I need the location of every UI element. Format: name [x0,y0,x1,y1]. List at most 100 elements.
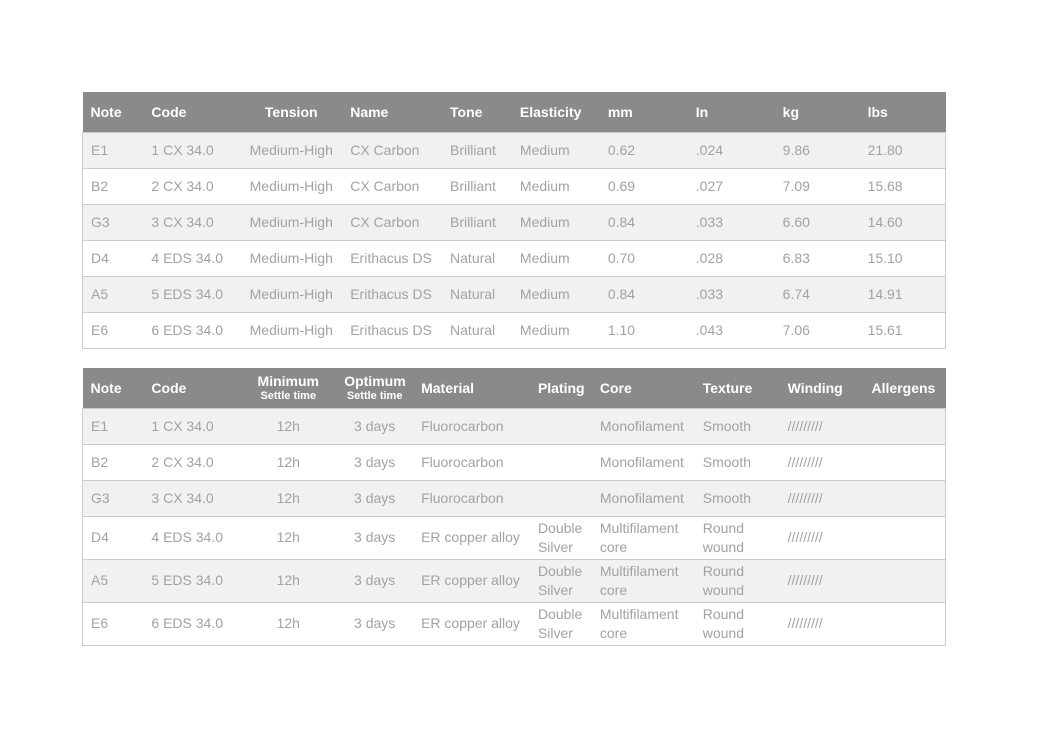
column-header-label: kg [782,103,799,120]
cell-in: .033 [687,275,775,313]
column-header-label: Elasticity [519,103,582,120]
table-row-a5: A5 5 EDS 34.0 Medium-High Erithacus DS Natur… [82,275,946,313]
table-row-g3: G3 3 CX 34.0 Medium-High CX Carbon Brilliant… [82,203,946,241]
column-header-code: Code [143,368,241,408]
cell-lbs: 15.68 [859,167,946,205]
cell-tone: Brilliant [442,167,512,205]
cell-winding: ///////// [779,515,864,560]
cell-mm: 0.69 [599,167,688,205]
string-care-table-section: Note Code Minimum Settle time Optimum Settle … [82,368,946,646]
table-row-b2: B2 2 CX 34.0 12h 3 days Fluorocarbon Monofila… [82,443,946,481]
cell-core: Monofilament [591,479,695,517]
cell-lbs: 15.10 [859,239,946,277]
cell-code: 6 EDS 34.0 [143,311,241,349]
cell-mm: 0.84 [599,203,688,241]
cell-texture: Round wound [694,515,780,560]
cell-allergens [863,407,946,445]
table-row-d4: D4 4 EDS 34.0 Medium-High Erithacus DS Natur… [82,239,946,277]
cell-kg: 7.09 [774,167,860,205]
column-header-label: Material [421,379,475,396]
cell-texture: Smooth [694,479,780,517]
column-header-sublabel: Settle time [346,390,403,403]
column-header-label: Core [599,379,632,396]
cell-material: ER copper alloy [413,515,530,560]
column-header-elasticity: Elasticity [511,92,600,132]
cell-minimum: 12h [240,479,337,517]
table-row-e6: E6 6 EDS 34.0 12h 3 days ER copper alloy Doub… [82,601,946,646]
cell-name: CX Carbon [342,167,443,205]
column-header-plating: Plating [529,368,592,408]
cell-tension: Medium-High [240,239,343,277]
cell-winding: ///////// [779,601,864,646]
cell-note: E6 [82,601,144,646]
cell-tension: Medium-High [240,131,343,169]
cell-plating: Double Silver [529,601,592,646]
column-header-lbs: lbs [859,92,946,132]
cell-note: E1 [82,131,144,169]
cell-material: Fluorocarbon [413,407,530,445]
cell-note: A5 [82,275,144,313]
cell-note: D4 [82,515,144,560]
cell-plating [529,407,592,445]
column-header-label: mm [607,103,633,120]
cell-allergens [863,443,946,481]
cell-plating [529,479,592,517]
cell-material: ER copper alloy [413,601,530,646]
column-header-label: Tone [450,103,483,120]
column-header-core: Core [591,368,695,408]
column-header-label: Code [151,379,187,396]
string-care-table: Note Code Minimum Settle time Optimum Settle … [82,368,946,646]
cell-elasticity: Medium [511,167,600,205]
cell-code: 2 CX 34.0 [143,167,241,205]
cell-code: 3 CX 34.0 [143,203,241,241]
column-header-mm: mm [599,92,688,132]
cell-optimum: 3 days [336,479,414,517]
cell-lbs: 15.61 [859,311,946,349]
cell-code: 6 EDS 34.0 [143,601,241,646]
cell-note: E1 [82,407,144,445]
cell-minimum: 12h [240,515,337,560]
cell-allergens [863,515,946,560]
column-header-label: Note [90,379,122,396]
cell-core: Monofilament [591,443,695,481]
cell-winding: ///////// [779,443,864,481]
column-header-minimum: Minimum Settle time [240,368,337,408]
cell-elasticity: Medium [511,203,600,241]
cell-lbs: 14.91 [859,275,946,313]
cell-tension: Medium-High [240,167,343,205]
cell-minimum: 12h [240,601,337,646]
cell-in: .027 [687,167,775,205]
column-header-note: Note [82,92,144,132]
cell-winding: ///////// [779,407,864,445]
cell-in: .033 [687,203,775,241]
cell-minimum: 12h [240,407,337,445]
column-header-name: Name [342,92,443,132]
column-header-in: In [687,92,775,132]
table-row-a5: A5 5 EDS 34.0 12h 3 days ER copper alloy Doub… [82,558,946,603]
cell-tone: Natural [442,275,512,313]
cell-optimum: 3 days [336,558,414,603]
cell-tone: Natural [442,239,512,277]
column-header-tension: Tension [240,92,343,132]
cell-elasticity: Medium [511,311,600,349]
cell-code: 3 CX 34.0 [143,479,241,517]
cell-kg: 9.86 [774,131,860,169]
cell-core: Multifilament core [591,601,695,646]
cell-note: G3 [82,479,144,517]
cell-code: 4 EDS 34.0 [143,515,241,560]
table-row-e1: E1 1 CX 34.0 12h 3 days Fluorocarbon Monofila… [82,407,946,445]
cell-tone: Brilliant [442,131,512,169]
cell-kg: 7.06 [774,311,860,349]
cell-plating: Double Silver [529,515,592,560]
column-header-label: Winding [787,379,843,396]
string-spec-table: Note Code Tension Name Tone Elasticity mm In kg l… [82,92,946,349]
cell-code: 5 EDS 34.0 [143,275,241,313]
cell-in: .043 [687,311,775,349]
column-header-label: Optimum [344,373,406,390]
cell-code: 1 CX 34.0 [143,407,241,445]
cell-minimum: 12h [240,558,337,603]
cell-note: G3 [82,203,144,241]
column-header-note: Note [82,368,144,408]
column-header-label: Minimum [257,373,319,390]
